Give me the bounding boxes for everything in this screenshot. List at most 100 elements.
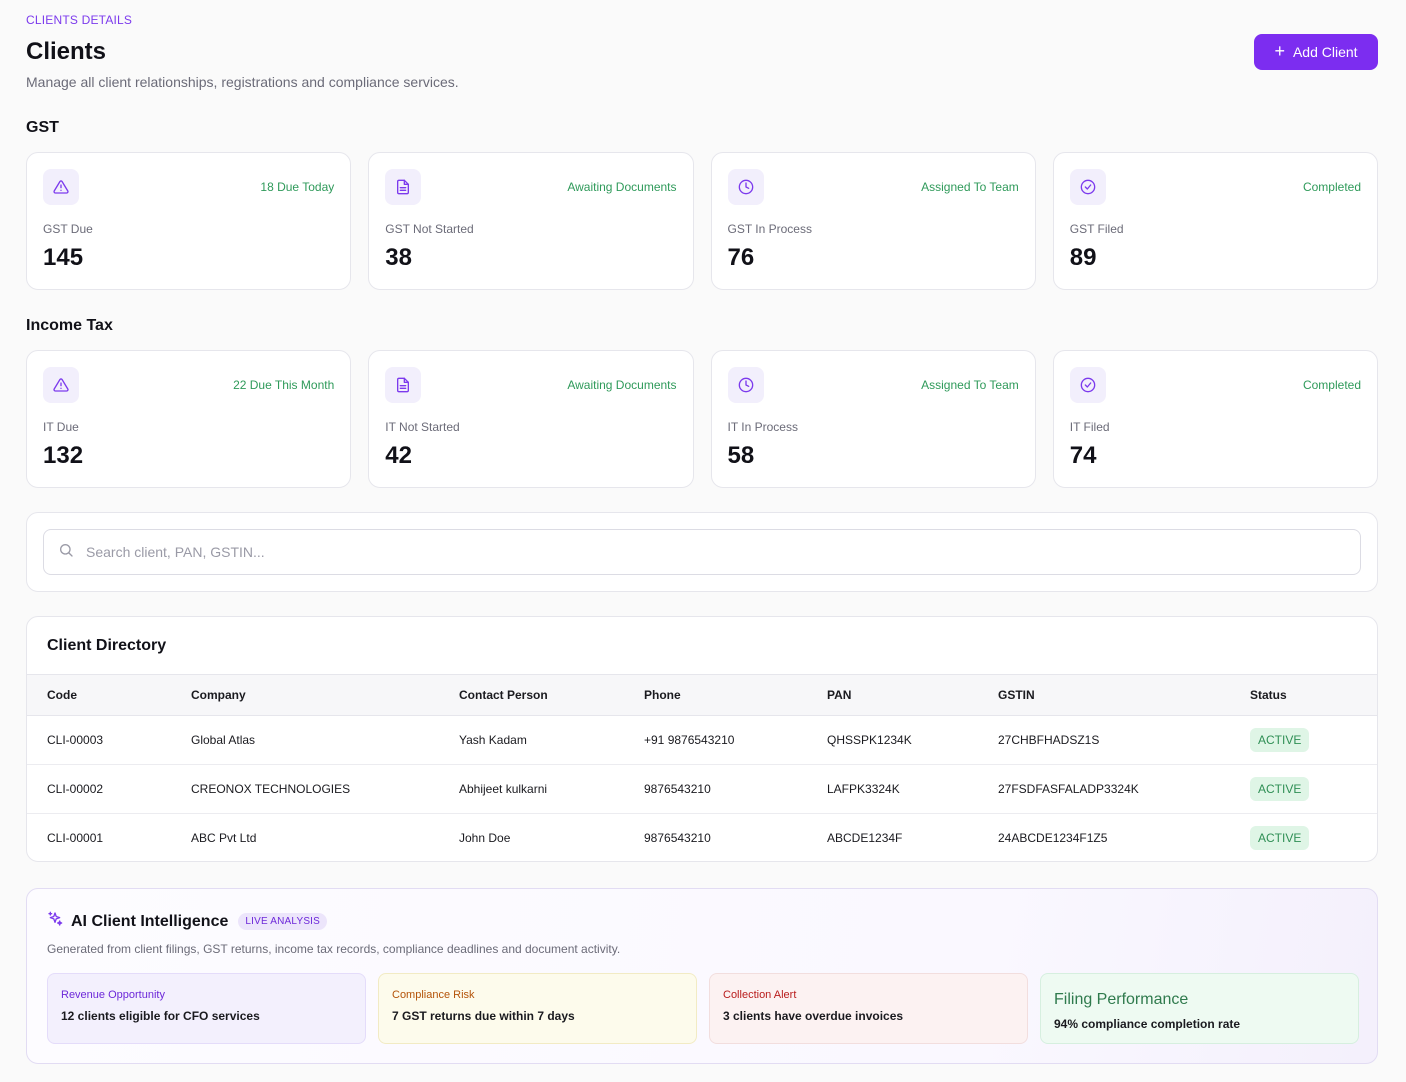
search-panel [26, 512, 1378, 592]
filing-performance-card[interactable]: Filing Performance 94% compliance comple… [1040, 973, 1359, 1044]
cell-pan: LAFPK3324K [827, 764, 998, 814]
client-directory: Client Directory Code Company Contact Pe… [26, 616, 1378, 862]
card-tag: 18 Due Today [260, 180, 335, 194]
it-filed-card[interactable]: Completed IT Filed 74 [1052, 350, 1378, 488]
status-badge: ACTIVE [1250, 826, 1310, 851]
insight-kind: Collection Alert [723, 989, 797, 1001]
card-tag: Completed [1302, 180, 1361, 194]
card-label: GST Due [43, 222, 93, 236]
insight-text: 3 clients have overdue invoices [723, 1009, 904, 1023]
search-input[interactable] [86, 544, 1286, 560]
it-not-started-card[interactable]: Awaiting Documents IT Not Started 42 [368, 350, 694, 488]
check-circle-icon [1069, 169, 1106, 205]
cell-status: ACTIVE [1250, 814, 1377, 862]
cell-contact: Yash Kadam [459, 715, 644, 765]
add-client-button[interactable]: + Add Client [1254, 34, 1378, 70]
gst-section-title: GST [26, 119, 59, 136]
search-icon [58, 542, 74, 563]
alert-triangle-icon [43, 169, 79, 205]
insight-kind: Compliance Risk [392, 989, 475, 1001]
cell-code: CLI-00002 [27, 764, 191, 814]
card-value: 89 [1069, 244, 1097, 271]
cell-status: ACTIVE [1250, 715, 1377, 765]
cell-phone: 9876543210 [644, 831, 711, 846]
column-header-status[interactable]: Status [1250, 674, 1377, 716]
live-analysis-badge: LIVE ANALYSIS [238, 913, 328, 930]
page-subtitle: Manage all client relationships, registr… [26, 74, 459, 90]
card-value: 74 [1069, 442, 1097, 469]
gst-in-process-card[interactable]: Assigned To Team GST In Process 76 [710, 152, 1036, 290]
cell-gstin: 24ABCDE1234F1Z5 [998, 831, 1108, 846]
card-value: 76 [727, 244, 755, 271]
card-label: GST Not Started [385, 222, 474, 236]
revenue-opportunity-card[interactable]: Revenue Opportunity 12 clients eligible … [47, 973, 366, 1044]
gst-filed-card[interactable]: Completed GST Filed 89 [1052, 152, 1378, 290]
column-header-gstin[interactable]: GSTIN [998, 674, 1250, 716]
card-tag: Completed [1302, 378, 1361, 392]
table-row[interactable]: CLI-00002 CREONOX TECHNOLOGIES Abhijeet … [27, 764, 1377, 814]
gst-due-card[interactable]: 18 Due Today GST Due 145 [26, 152, 352, 290]
insight-kind: Revenue Opportunity [61, 989, 165, 1001]
cell-gstin: 27CHBFHADSZ1S [998, 715, 1250, 765]
card-tag: 22 Due This Month [233, 378, 335, 392]
card-label: GST Filed [1069, 222, 1124, 236]
column-header-code[interactable]: Code [27, 674, 191, 716]
column-header-phone[interactable]: Phone [644, 674, 827, 716]
document-icon [385, 169, 422, 205]
add-client-label: Add Client [1292, 44, 1358, 60]
cell-phone: +91 9876543210 [644, 715, 827, 765]
clock-icon [727, 169, 764, 205]
compliance-risk-card[interactable]: Compliance Risk 7 GST returns due within… [378, 973, 697, 1044]
ai-subtitle: Generated from client filings, GST retur… [47, 942, 621, 956]
directory-title: Client Directory [47, 637, 167, 654]
card-value: 58 [727, 442, 755, 469]
cell-code: CLI-00001 [47, 831, 104, 846]
cell-pan: ABCDE1234F [827, 831, 903, 846]
card-label: GST In Process [727, 222, 812, 236]
check-circle-icon [1069, 367, 1106, 403]
alert-triangle-icon [43, 367, 79, 403]
income-tax-section-title: Income Tax [26, 317, 113, 334]
card-label: IT In Process [727, 420, 798, 434]
it-due-card[interactable]: 22 Due This Month IT Due 132 [26, 350, 352, 488]
cell-gstin: 27FSDFASFALADP3324K [998, 764, 1250, 814]
document-icon [385, 367, 422, 403]
insight-text: 7 GST returns due within 7 days [392, 1009, 575, 1023]
search-box[interactable] [43, 529, 1361, 575]
clock-icon [727, 367, 764, 403]
card-tag: Assigned To Team [921, 378, 1019, 392]
table-row[interactable]: CLI-00001 ABC Pvt Ltd John Doe 987654321… [27, 814, 1377, 862]
card-tag: Assigned To Team [921, 180, 1019, 194]
cell-company: ABC Pvt Ltd [191, 831, 257, 846]
card-label: IT Not Started [385, 420, 460, 434]
column-header-company[interactable]: Company [191, 674, 459, 716]
status-badge: ACTIVE [1250, 777, 1310, 801]
column-header-contact[interactable]: Contact Person [459, 674, 644, 716]
card-tag: Awaiting Documents [567, 378, 677, 392]
cell-contact: John Doe [459, 831, 511, 846]
card-label: IT Filed [1069, 420, 1110, 434]
table-row[interactable]: CLI-00003 Global Atlas Yash Kadam +91 98… [27, 715, 1377, 765]
cell-company: CREONOX TECHNOLOGIES [191, 764, 459, 814]
ai-header: AI Client Intelligence LIVE ANALYSIS [47, 911, 328, 932]
card-label: IT Due [43, 420, 79, 434]
insight-text: 94% compliance completion rate [1054, 1017, 1241, 1031]
cell-pan: QHSSPK1234K [827, 715, 998, 765]
card-value: 132 [43, 442, 84, 469]
ai-title: AI Client Intelligence [71, 912, 229, 930]
column-header-pan[interactable]: PAN [827, 674, 998, 716]
cell-phone: 9876543210 [644, 764, 827, 814]
card-tag: Awaiting Documents [567, 180, 677, 194]
gst-cards: 18 Due Today GST Due 145 Awaiting Docume… [26, 152, 1378, 290]
cell-code: CLI-00003 [27, 715, 191, 765]
card-value: 145 [43, 244, 84, 271]
gst-not-started-card[interactable]: Awaiting Documents GST Not Started 38 [368, 152, 694, 290]
it-in-process-card[interactable]: Assigned To Team IT In Process 58 [710, 350, 1036, 488]
breadcrumb: CLIENTS DETAILS [26, 13, 133, 27]
collection-alert-card[interactable]: Collection Alert 3 clients have overdue … [709, 973, 1028, 1044]
card-value: 38 [385, 244, 412, 271]
insight-kind: Filing Performance [1054, 991, 1189, 1008]
page-title: Clients [26, 38, 107, 65]
income-tax-cards: 22 Due This Month IT Due 132 Awaiting Do… [26, 350, 1378, 488]
status-badge: ACTIVE [1250, 728, 1310, 752]
